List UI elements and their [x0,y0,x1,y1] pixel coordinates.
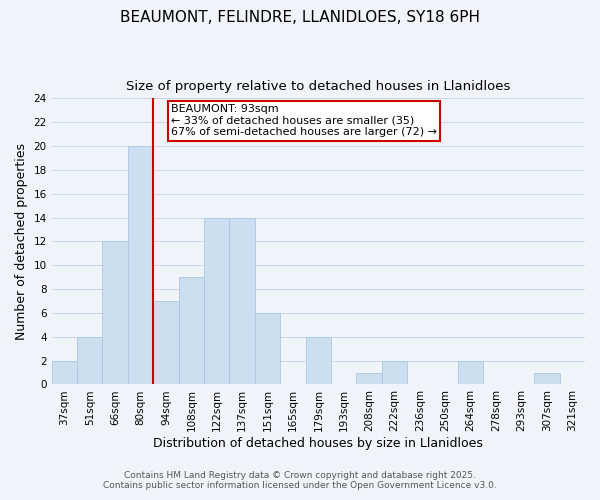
Bar [77,337,103,384]
Bar [179,277,204,384]
Bar [204,218,229,384]
Bar [103,242,128,384]
Bar [128,146,153,384]
Bar [458,360,484,384]
Text: BEAUMONT: 93sqm
← 33% of detached houses are smaller (35)
67% of semi-detached h: BEAUMONT: 93sqm ← 33% of detached houses… [171,104,437,138]
Bar [382,360,407,384]
Bar [255,313,280,384]
Bar [305,337,331,384]
Title: Size of property relative to detached houses in Llanidloes: Size of property relative to detached ho… [126,80,511,93]
Bar [153,301,179,384]
Y-axis label: Number of detached properties: Number of detached properties [15,143,28,340]
Bar [52,360,77,384]
Bar [356,372,382,384]
Text: BEAUMONT, FELINDRE, LLANIDLOES, SY18 6PH: BEAUMONT, FELINDRE, LLANIDLOES, SY18 6PH [120,10,480,25]
Text: Contains HM Land Registry data © Crown copyright and database right 2025.
Contai: Contains HM Land Registry data © Crown c… [103,470,497,490]
Bar [534,372,560,384]
X-axis label: Distribution of detached houses by size in Llanidloes: Distribution of detached houses by size … [154,437,483,450]
Bar [229,218,255,384]
